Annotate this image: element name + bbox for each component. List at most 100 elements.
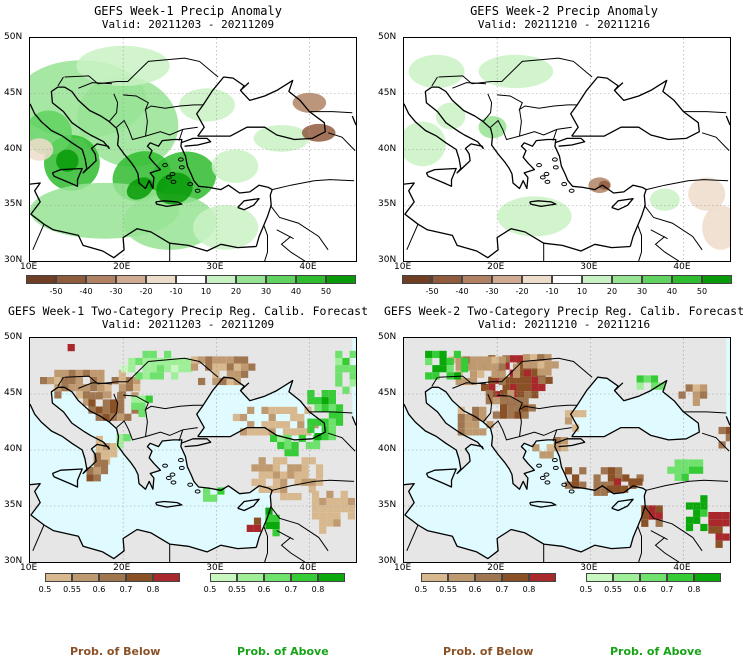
colorbar-swatch [672, 275, 702, 284]
above-probability-region [667, 459, 704, 481]
below-probability-colorbar: 0.5 0.55 0.6 0.7 0.8 [39, 573, 180, 597]
colorbar-tick-label: -40 [455, 287, 469, 296]
longitude-label: 10E [20, 262, 38, 272]
below-probability-region [606, 478, 643, 493]
colorbar-swatch [582, 275, 612, 284]
colorbar-tick-label: 0.6 [468, 585, 482, 594]
colorbar-swatch [45, 573, 72, 582]
valid-date-range: Valid: 20211203 - 20211209 [101, 318, 275, 331]
sea-area [570, 377, 700, 440]
colorbar-tick-label: -50 [425, 287, 439, 296]
precip-anomaly-region [497, 196, 572, 237]
precip-anomaly-region [76, 45, 170, 86]
colorbar-swatch [448, 573, 475, 582]
country-borders [406, 357, 730, 562]
colorbar-tick-label: 0.5 [38, 585, 52, 594]
precip-anomaly-region [56, 149, 79, 172]
latitude-label: 30N [4, 255, 23, 265]
colorbar-tick-label: 40 [666, 287, 678, 296]
colorbar-swatch [475, 573, 502, 582]
precip-anomaly-region [702, 205, 730, 250]
colorbar-tick-label: 0.7 [495, 585, 509, 594]
latitude-label: 35N [4, 199, 23, 210]
aegean-islands [536, 457, 575, 494]
below-probability-region [448, 356, 521, 386]
colorbar-tick-label: 0.5 [414, 585, 428, 594]
colorbar-tick-label: -10 [169, 287, 183, 296]
map-panel: GEFS Week-1 Precip Anomaly Valid: 2021120… [0, 0, 376, 300]
longitude-label: 30E [206, 262, 224, 272]
colorbar-tick-label: -50 [49, 287, 63, 296]
colorbar-tick-label: 0.8 [146, 585, 160, 594]
latitude-label: 50N [378, 32, 397, 42]
longitude-label: 10E [20, 563, 38, 573]
colorbar-swatch [264, 573, 291, 582]
latitude-label: 30N [4, 556, 23, 566]
colorbar-swatch [237, 573, 264, 582]
precip-anomaly-region [253, 125, 310, 152]
latitude-label: 45N [378, 388, 397, 398]
precip-anomaly-region [30, 138, 54, 161]
below-probability-colorbar: 0.5 0.55 0.6 0.7 0.8 [415, 573, 556, 597]
longitude-label: 10E [394, 563, 412, 573]
country-borders [32, 357, 356, 562]
colorbar-tick-label: 30 [260, 287, 272, 296]
sea-area [726, 338, 730, 426]
colorbar-swatch [206, 275, 236, 284]
colorbar-swatch [116, 275, 146, 284]
precip-anomaly-region [688, 177, 726, 211]
below-probability-region [311, 490, 355, 534]
colorbar-tick-label: 0.5 [579, 585, 593, 594]
below-probability-region [67, 344, 75, 352]
below-probability-region [88, 392, 146, 421]
map-panel: GEFS Week-2 Two-Category Precip Reg. Cal… [376, 300, 752, 600]
precip-anomaly-region [193, 205, 259, 250]
colorbar-swatch [56, 275, 86, 284]
colorbar-swatch [522, 275, 552, 284]
aegean-islands [162, 457, 201, 494]
latitude-label: 45N [378, 87, 397, 98]
longitude-label: 20E [113, 262, 131, 272]
below-probability-region [708, 512, 730, 548]
prob-below-label: Prob. of Below [70, 645, 161, 658]
colorbar-swatch [462, 275, 492, 284]
colorbar-swatch [236, 275, 266, 284]
longitude-label: 40E [673, 262, 691, 272]
precip-anomaly-region [478, 116, 507, 139]
colorbar-tick-label: 0.6 [92, 585, 106, 594]
country-borders [406, 57, 730, 261]
anomaly-colorbar: -50 -40 -30 -20 -10 10 20 30 40 50 [402, 275, 732, 299]
precip-anomaly-region [649, 188, 680, 211]
colorbar-tick-label: 20 [230, 287, 242, 296]
valid-date-range: Valid: 20211210 - 20211216 [477, 18, 651, 31]
coastlines [30, 376, 356, 560]
above-probability-region [425, 350, 469, 380]
panel-title: GEFS Week-1 Precip Anomaly [94, 4, 282, 18]
colorbar-tick-label: 0.55 [228, 585, 246, 594]
below-probability-region [86, 452, 109, 482]
below-probability-region [522, 354, 559, 376]
colorbar-swatch [210, 573, 237, 582]
colorbar-swatch [492, 275, 522, 284]
precip-anomaly-region [156, 172, 193, 205]
longitude-label: 30E [580, 563, 598, 573]
longitude-label: 30E [206, 563, 224, 573]
colorbar-swatch [552, 275, 582, 284]
colorbar-swatch [640, 573, 667, 582]
valid-date-range: Valid: 20211210 - 20211216 [477, 318, 651, 331]
latitude-label: 40N [378, 444, 397, 454]
latitude-label: 40N [4, 143, 23, 154]
colorbar-tick-label: 50 [696, 287, 708, 296]
above-probability-colorbar: 0.5 0.55 0.6 0.7 0.8 [580, 573, 721, 597]
above-probability-region [121, 350, 193, 380]
colorbar-tick-label: 0.55 [439, 585, 457, 594]
precip-anomaly-region [123, 194, 217, 250]
colorbar-swatch [126, 573, 153, 582]
colorbar-tick-label: 10 [576, 287, 588, 296]
colorbar-tick-label: 50 [320, 287, 332, 296]
map-frame [29, 37, 357, 262]
precip-anomaly-region [435, 102, 466, 130]
colorbar-swatch [296, 275, 326, 284]
colorbar-swatch [694, 573, 721, 582]
country-borders [32, 57, 356, 261]
